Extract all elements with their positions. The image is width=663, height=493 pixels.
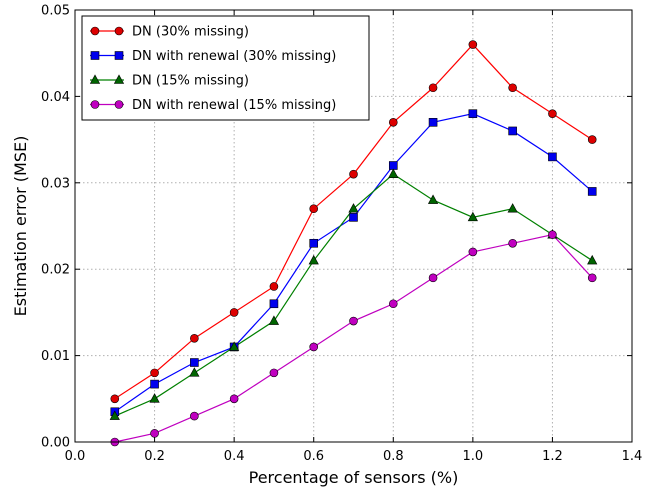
data-point-s0-p1: [150, 368, 159, 378]
data-point-s2-p2: [189, 367, 200, 377]
legend-marker-3: [114, 100, 124, 109]
legend-marker-0: [114, 26, 124, 36]
y-tick-label: 0.01: [41, 349, 70, 364]
legend-marker-2: [89, 74, 101, 84]
data-point-s1-p11: [548, 152, 557, 162]
data-point-s3-p2: [190, 411, 199, 421]
data-point-s2-p12: [587, 254, 598, 265]
legend-marker-2: [113, 74, 125, 84]
data-point-s1-p8: [428, 118, 438, 127]
data-point-s0-p7: [388, 118, 398, 127]
data-point-s0-p2: [190, 334, 199, 343]
x-tick-label: 1.4: [622, 449, 643, 464]
data-point-s1-p10: [508, 126, 517, 136]
y-axis-title: Estimation error (MSE): [11, 136, 30, 317]
y-tick-label: 0.03: [41, 176, 70, 191]
data-point-s3-p12: [587, 273, 597, 283]
data-point-s1-p1: [150, 379, 159, 389]
data-point-s3-p7: [388, 299, 398, 309]
data-point-s2-p4: [268, 315, 280, 325]
data-point-s3-p8: [428, 273, 438, 283]
data-point-s1-p9: [468, 109, 478, 118]
data-point-s3-p3: [229, 394, 239, 404]
x-tick-label: 0.8: [383, 449, 404, 464]
data-point-s1-p2: [190, 358, 199, 367]
legend-box: [81, 15, 370, 121]
data-point-s3-p9: [468, 247, 478, 257]
data-point-s3-p6: [349, 316, 358, 326]
data-point-s1-p7: [388, 161, 398, 170]
y-tick-label: 0.04: [41, 90, 70, 105]
data-point-s0-p6: [349, 169, 358, 179]
data-point-s3-p5: [309, 342, 319, 352]
legend-label-1: DN with renewal (30% missing): [132, 49, 336, 64]
legend-label-0: DN (30% missing): [132, 25, 249, 40]
data-point-s0-p12: [587, 135, 597, 144]
y-tick-label: 0.05: [41, 4, 70, 19]
data-point-s1-p12: [587, 187, 597, 196]
data-point-s3-p11: [548, 230, 557, 239]
data-point-s3-p10: [508, 238, 517, 248]
data-point-s2-p8: [427, 194, 439, 204]
data-point-s2-p1: [149, 393, 160, 403]
data-point-s2-p9: [467, 211, 478, 222]
x-axis-title: Percentage of sensors (%): [249, 468, 459, 487]
data-point-s2-p0: [109, 410, 120, 420]
data-point-s3-p4: [269, 368, 279, 378]
data-point-s0-p3: [229, 308, 239, 317]
data-point-s2-p3: [229, 341, 240, 351]
x-tick-label: 1.2: [542, 449, 563, 464]
data-point-s0-p0: [110, 394, 120, 404]
legend-marker-1: [90, 51, 100, 60]
data-point-s0-p11: [548, 109, 557, 118]
legend-marker-3: [90, 100, 100, 109]
x-tick-label: 0.4: [224, 449, 245, 464]
legend-label-2: DN (15% missing): [132, 74, 249, 89]
x-tick-label: 0.2: [144, 449, 165, 464]
data-point-s0-p9: [468, 40, 478, 49]
legend-label-3: DN with renewal (15% missing): [132, 98, 336, 113]
y-tick-label: 0.02: [41, 263, 70, 278]
y-tick-label: 0.00: [41, 436, 70, 451]
data-point-s2-p7: [388, 168, 399, 178]
data-point-s1-p4: [269, 299, 279, 309]
legend-marker-0: [90, 26, 100, 36]
legend-marker-1: [114, 51, 124, 60]
x-tick-label: 1.0: [463, 449, 484, 464]
data-point-s2-p5: [308, 254, 319, 265]
data-point-s1-p6: [349, 213, 358, 222]
x-tick-label: 0.6: [303, 449, 324, 464]
data-point-s2-p6: [348, 203, 359, 213]
data-point-s2-p10: [507, 203, 518, 213]
x-tick-label: 0.0: [65, 449, 86, 464]
data-point-s1-p5: [309, 238, 319, 248]
data-point-s3-p1: [150, 429, 159, 438]
plot-frame: [74, 9, 633, 443]
data-point-s0-p8: [428, 83, 438, 93]
data-point-s0-p10: [508, 83, 517, 93]
data-point-s0-p5: [309, 204, 319, 214]
data-point-s0-p4: [269, 282, 279, 291]
